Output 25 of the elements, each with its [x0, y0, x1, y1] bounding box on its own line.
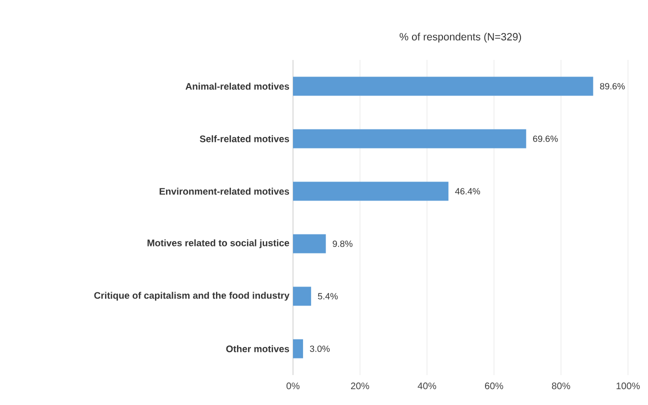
bar: [293, 129, 526, 148]
x-tick-label: 0%: [286, 382, 300, 390]
data-label: 69.6%: [533, 136, 558, 142]
bar: [293, 286, 312, 306]
y-tick-label: Environment-related motives: [160, 188, 290, 195]
bar: [293, 339, 304, 358]
data-label: 46.4%: [455, 188, 480, 194]
y-tick-label: Critique of capitalism and the food industry: [94, 292, 290, 301]
x-tick-label: 100%: [616, 382, 640, 390]
bar: [293, 234, 326, 254]
y-tick-label: Motives related to social justice: [148, 239, 290, 248]
data-label: 3.0%: [310, 346, 330, 352]
chart-title: % of respondents (N=329): [400, 32, 522, 43]
y-tick-label: Animal-related motives: [186, 82, 290, 90]
y-tick-label: Self-related motives: [200, 135, 290, 142]
bar: [293, 76, 594, 96]
data-label: 9.8%: [332, 240, 352, 247]
x-tick-label: 80%: [552, 382, 570, 390]
bar: [293, 182, 448, 201]
x-tick-label: 40%: [418, 382, 436, 390]
x-tick-label: 60%: [485, 382, 504, 390]
data-label: 5.4%: [318, 293, 338, 300]
y-tick-label: Other motives: [226, 345, 290, 352]
data-label: 89.6%: [600, 83, 625, 90]
x-tick-label: 20%: [351, 382, 370, 390]
